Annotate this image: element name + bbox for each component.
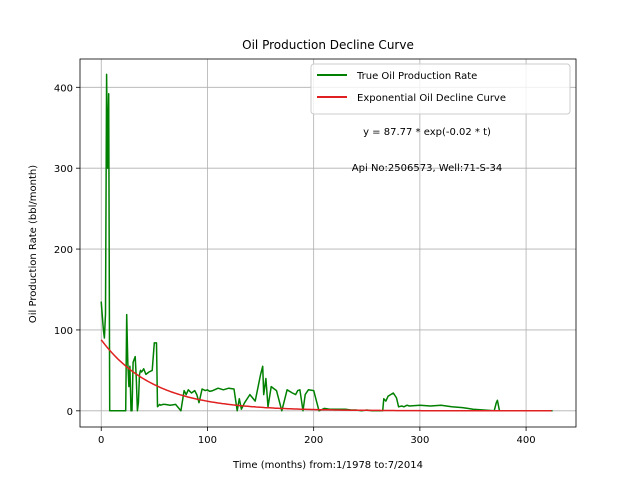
legend: True Oil Production Rate Exponential Oil… bbox=[310, 63, 571, 115]
x-tick-label: 100 bbox=[198, 435, 217, 446]
legend-label-true-oil-production-rate: True Oil Production Rate bbox=[356, 71, 477, 82]
series-line-exponential-oil-decline-curve bbox=[100, 339, 552, 412]
ticks-layer: 0 100 200 300 400 0 100 200 300 400 bbox=[54, 83, 536, 446]
y-tick-label: 100 bbox=[54, 326, 73, 337]
x-tick-label: 400 bbox=[517, 435, 536, 446]
well-info-annotation: Api No:2506573, Well:71-S-34 bbox=[352, 163, 502, 174]
y-tick-label: 0 bbox=[67, 407, 73, 418]
x-tick-label: 0 bbox=[98, 435, 104, 446]
x-tick-label: 200 bbox=[304, 435, 323, 446]
equation-annotation: y = 87.77 * exp(-0.02 * t) bbox=[363, 127, 491, 138]
chart-title: Oil Production Decline Curve bbox=[242, 38, 414, 52]
y-tick-label: 300 bbox=[54, 164, 73, 175]
y-tick-label: 200 bbox=[54, 245, 73, 256]
y-tick-label: 400 bbox=[54, 83, 73, 94]
x-tick-label: 300 bbox=[410, 435, 429, 446]
y-axis-label: Oil Production Rate (bbl/month) bbox=[28, 165, 39, 323]
legend-box bbox=[310, 63, 571, 115]
x-axis-label: Time (months) from:1/1978 to:7/2014 bbox=[232, 460, 423, 471]
legend-label-exponential-oil-decline-curve: Exponential Oil Decline Curve bbox=[357, 93, 506, 104]
series-layer bbox=[100, 73, 553, 412]
axes-frame bbox=[79, 58, 577, 428]
